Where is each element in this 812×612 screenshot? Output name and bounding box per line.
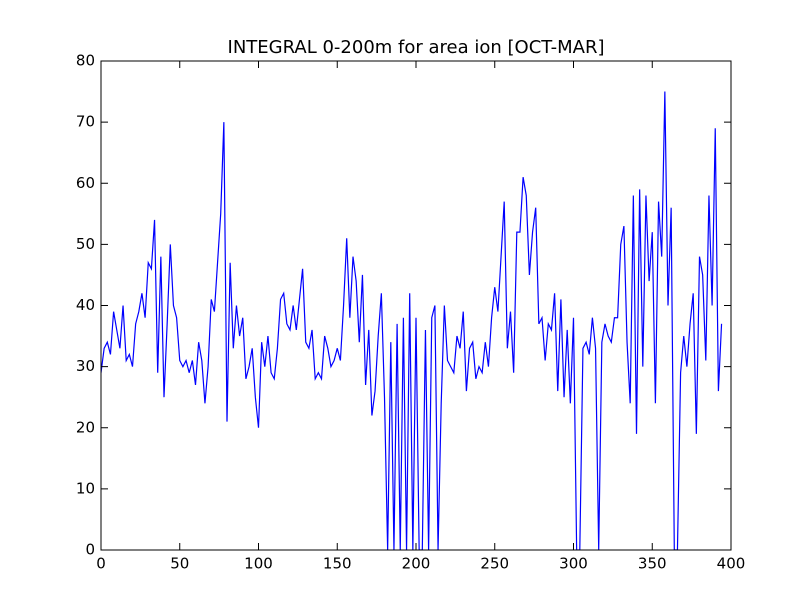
y-tick-label: 80 [76, 52, 95, 70]
y-tick-label: 40 [76, 296, 95, 314]
x-tick-label: 250 [480, 555, 509, 573]
y-tick-label: 70 [76, 113, 95, 131]
y-tick-label: 10 [76, 479, 95, 497]
y-tick-label: 30 [76, 357, 95, 375]
x-tick-label: 350 [638, 555, 667, 573]
x-tick-label: 400 [717, 555, 746, 573]
y-tick-label: 20 [76, 418, 95, 436]
data-line [101, 91, 723, 550]
x-tick-label: 150 [323, 555, 352, 573]
y-tick-label: 0 [85, 541, 95, 559]
x-tick-label: 50 [170, 555, 189, 573]
y-tick-label: 60 [76, 174, 95, 192]
x-tick-label: 0 [96, 555, 106, 573]
x-tick-label: 200 [402, 555, 431, 573]
y-tick-label: 50 [76, 235, 95, 253]
x-tick-label: 300 [559, 555, 588, 573]
x-tick-label: 100 [244, 555, 273, 573]
chart-title: INTEGRAL 0-200m for area ion [OCT-MAR] [228, 37, 605, 58]
